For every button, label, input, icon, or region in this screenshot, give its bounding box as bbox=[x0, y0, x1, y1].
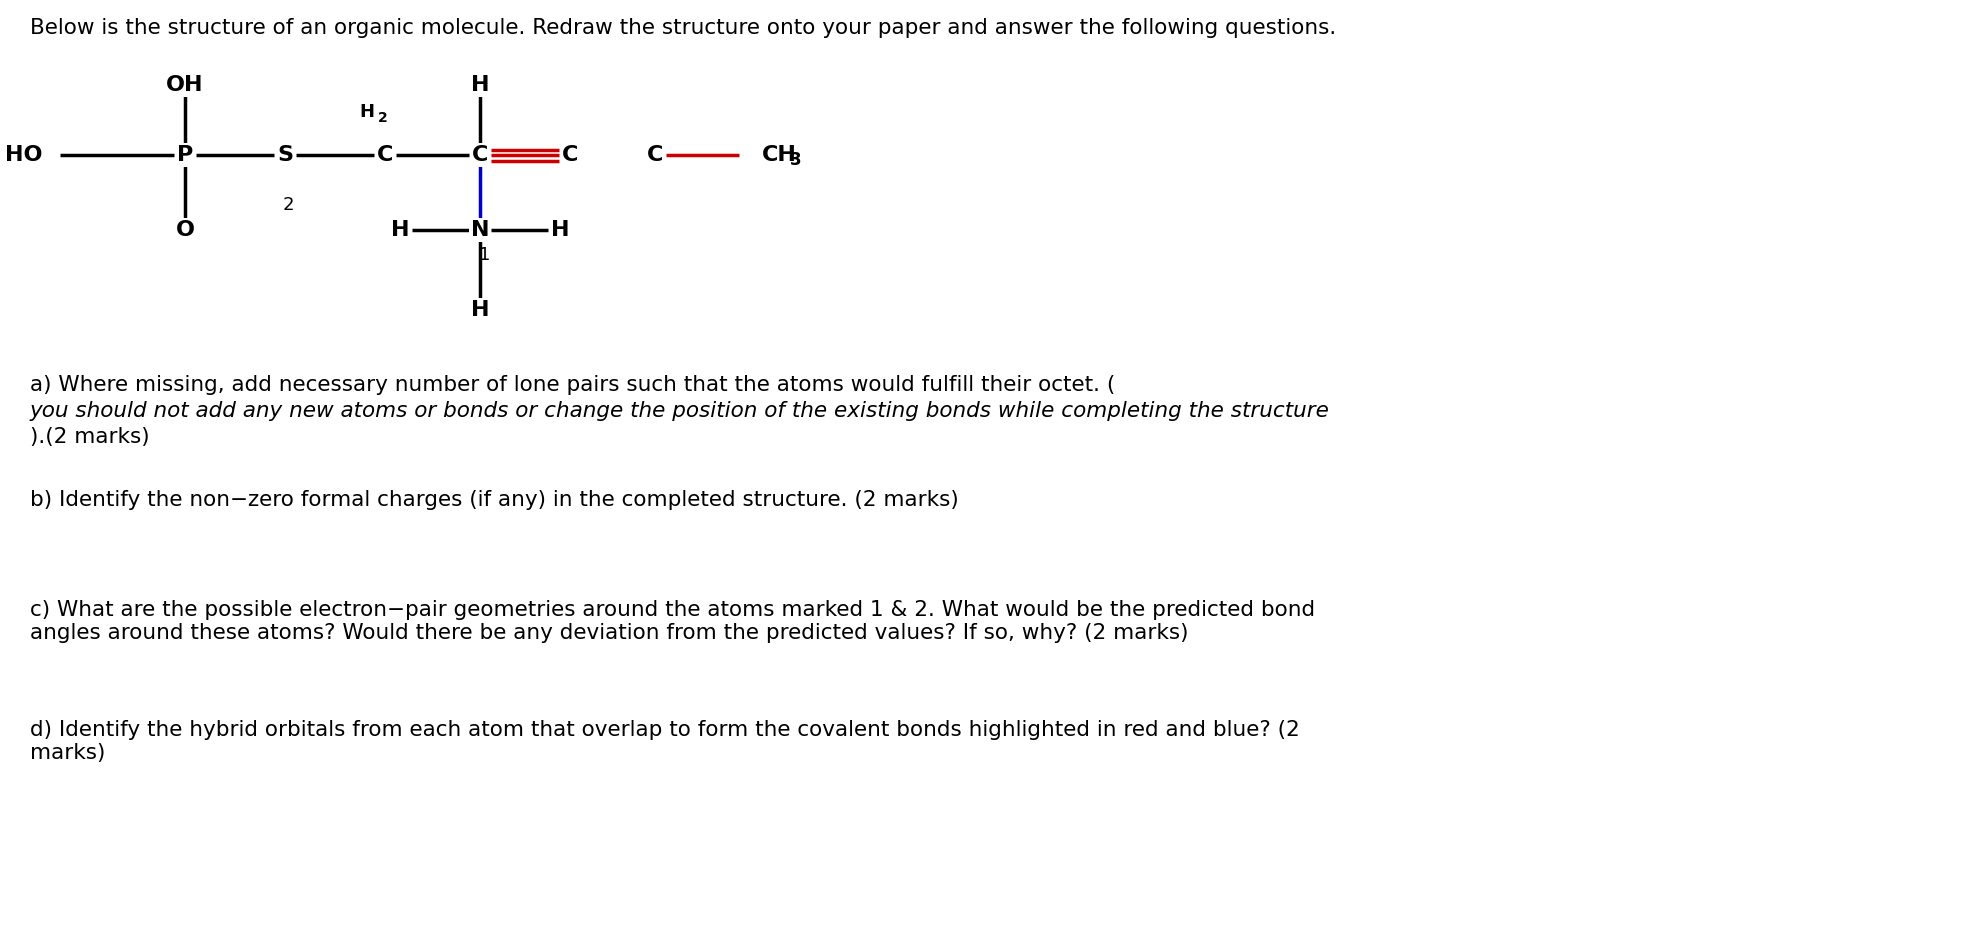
Text: O: O bbox=[176, 220, 194, 240]
Text: d) Identify the hybrid orbitals from each atom that overlap to form the covalent: d) Identify the hybrid orbitals from eac… bbox=[30, 720, 1300, 763]
Text: H: H bbox=[470, 300, 490, 320]
Text: CH: CH bbox=[763, 145, 796, 165]
Text: C: C bbox=[646, 145, 664, 165]
Text: Below is the structure of an organic molecule. Redraw the structure onto your pa: Below is the structure of an organic mol… bbox=[30, 18, 1336, 38]
Text: S: S bbox=[277, 145, 292, 165]
Text: P: P bbox=[178, 145, 194, 165]
Text: ).(2 marks): ).(2 marks) bbox=[30, 427, 150, 447]
Text: c) What are the possible electron−pair geometries around the atoms marked 1 & 2.: c) What are the possible electron−pair g… bbox=[30, 600, 1316, 644]
Text: a) Where missing, add necessary number of lone pairs such that the atoms would f: a) Where missing, add necessary number o… bbox=[30, 375, 1114, 395]
Text: 1: 1 bbox=[480, 246, 490, 264]
Text: N: N bbox=[470, 220, 490, 240]
Text: H: H bbox=[360, 103, 375, 121]
Text: b) Identify the non−zero formal charges (if any) in the completed structure. (2 : b) Identify the non−zero formal charges … bbox=[30, 490, 958, 510]
Text: 2: 2 bbox=[283, 196, 294, 214]
Text: C: C bbox=[472, 145, 488, 165]
Text: H: H bbox=[391, 220, 409, 240]
Text: 2: 2 bbox=[377, 111, 387, 125]
Text: OH: OH bbox=[166, 75, 204, 95]
Text: C: C bbox=[561, 145, 579, 165]
Text: H: H bbox=[470, 75, 490, 95]
Text: you should not add any new atoms or bonds or change the position of the existing: you should not add any new atoms or bond… bbox=[30, 401, 1330, 421]
Text: H: H bbox=[551, 220, 569, 240]
Text: C: C bbox=[377, 145, 393, 165]
Text: HO: HO bbox=[4, 145, 41, 165]
Text: 3: 3 bbox=[790, 151, 802, 169]
